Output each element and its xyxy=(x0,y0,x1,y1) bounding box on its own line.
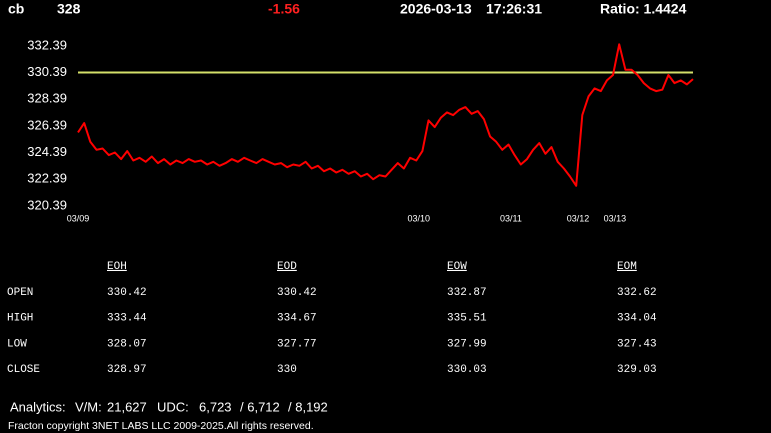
price-line xyxy=(77,43,694,187)
analytics-item: 6,723 xyxy=(199,399,232,414)
cell: 329.03 xyxy=(617,364,657,376)
change: -1.56 xyxy=(268,1,300,17)
cell: 330.42 xyxy=(277,287,317,299)
column-header: EOH xyxy=(107,261,127,273)
row-label: LOW xyxy=(7,338,27,350)
ratio: Ratio: 1.4424 xyxy=(600,1,687,17)
analytics-item: 21,627 xyxy=(107,399,147,414)
column-header: EOD xyxy=(277,261,297,273)
cell: 328.07 xyxy=(107,338,147,350)
cell: 327.77 xyxy=(277,338,317,350)
y-tick-label: 324.39 xyxy=(27,144,67,159)
analytics-item: V/M: xyxy=(75,399,102,414)
x-tick-label: 03/12 xyxy=(567,213,590,223)
cell: 334.67 xyxy=(277,313,317,325)
x-tick-label: 03/09 xyxy=(67,213,90,223)
date: 2026-03-13 xyxy=(400,1,472,17)
column-header: EOW xyxy=(447,261,467,273)
price: 328 xyxy=(57,1,81,17)
y-tick-label: 326.39 xyxy=(27,117,67,132)
x-tick-label: 03/13 xyxy=(604,213,627,223)
cell: 333.44 xyxy=(107,313,147,325)
symbol: cb xyxy=(8,1,24,17)
price-chart: 332.39 330.39 328.39 326.39 324.39 322.39 320.… xyxy=(27,37,694,223)
x-tick-label: 03/10 xyxy=(407,213,430,223)
analytics-item: Analytics: xyxy=(10,399,66,414)
cell: 330.03 xyxy=(447,364,487,376)
analytics-item: / 8,192 xyxy=(288,399,328,414)
x-tick-label: 03/11 xyxy=(500,213,522,223)
cell: 327.99 xyxy=(447,338,487,350)
y-tick-label: 328.39 xyxy=(27,91,67,106)
cell: 335.51 xyxy=(447,313,487,325)
y-tick-label: 330.39 xyxy=(27,64,67,79)
cell: 327.43 xyxy=(617,338,657,350)
cell: 332.87 xyxy=(447,287,487,299)
time: 17:26:31 xyxy=(486,1,542,17)
y-tick-label: 332.39 xyxy=(27,37,67,52)
copyright: Fracton copyright 3NET LABS LLC 2009-202… xyxy=(8,420,314,432)
footer: Fracton copyright 3NET LABS LLC 2009-202… xyxy=(8,399,328,431)
y-tick-label: 320.39 xyxy=(27,197,67,212)
analytics-item: / 6,712 xyxy=(240,399,280,414)
cell: 328.97 xyxy=(107,364,147,376)
cell: 334.04 xyxy=(617,313,657,325)
analytics-item: UDC: xyxy=(157,399,189,414)
row-label: OPEN xyxy=(7,287,33,299)
column-header: EOM xyxy=(617,261,637,273)
row-label: CLOSE xyxy=(7,364,40,376)
cell: 330 xyxy=(277,364,297,376)
y-tick-label: 322.39 xyxy=(27,171,67,186)
row-label: HIGH xyxy=(7,313,33,325)
cell: 330.42 xyxy=(107,287,147,299)
ohlc-table: EOH EOD EOW EOM OPEN 330.42 330.42 332.87 332.62… xyxy=(7,261,657,376)
cell: 332.62 xyxy=(617,287,657,299)
